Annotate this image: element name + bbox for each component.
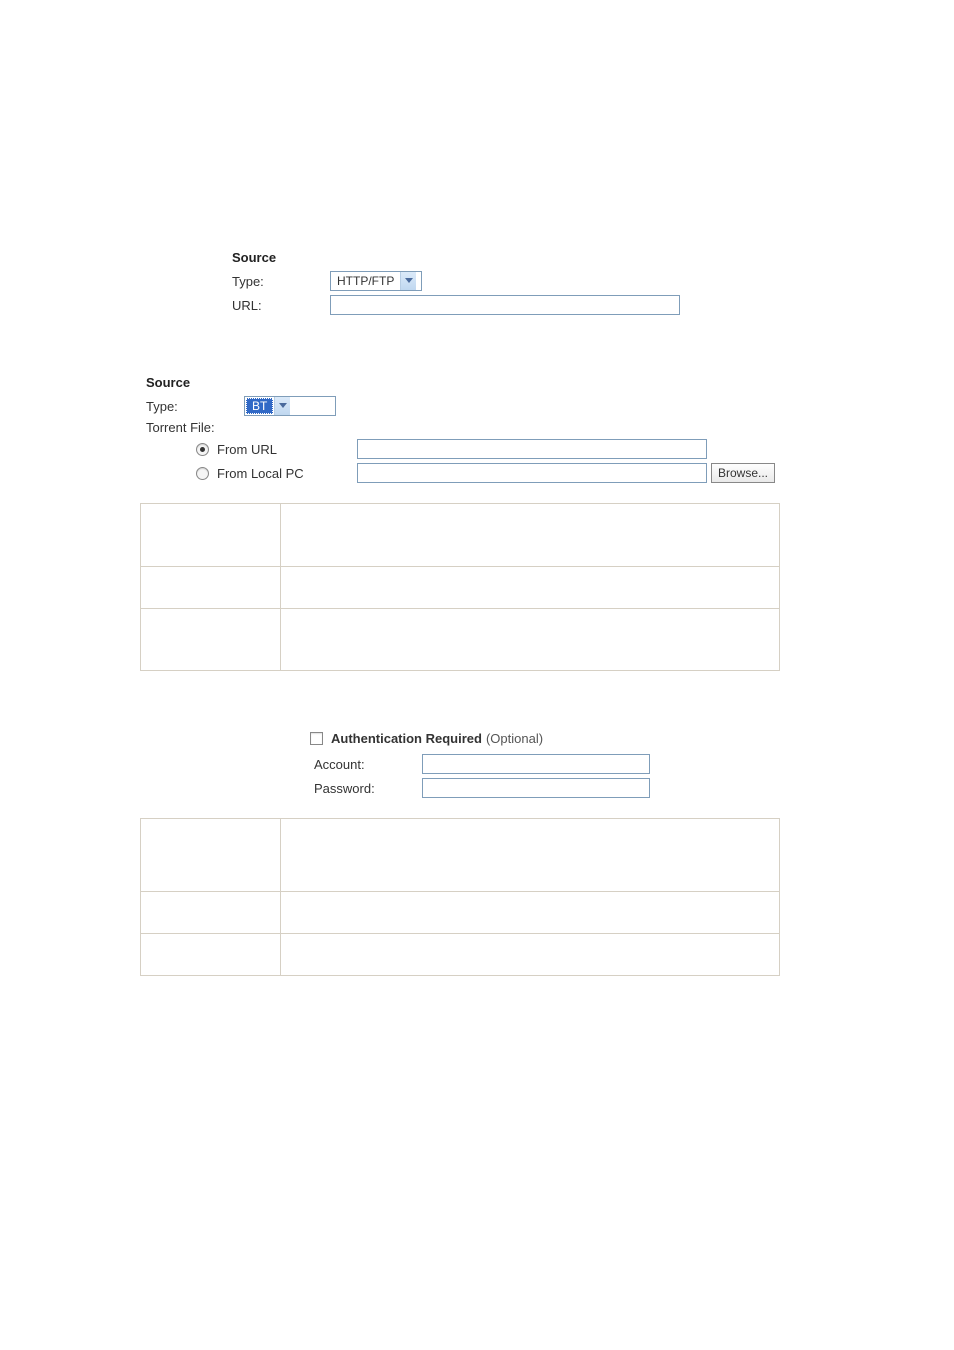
auth-section: Authentication Required (Optional) Accou… <box>310 731 814 798</box>
source-http-section: Source Type: HTTP/FTP URL: <box>232 250 814 315</box>
password-label: Password: <box>314 781 422 796</box>
auth-title-optional: (Optional) <box>486 731 543 746</box>
account-input[interactable] <box>422 754 650 774</box>
table-row <box>141 819 779 891</box>
type-select-bt[interactable]: BT <box>244 396 336 416</box>
url-label: URL: <box>232 298 330 313</box>
from-local-radio[interactable] <box>196 467 209 480</box>
from-local-row: From Local PC Browse... <box>196 463 814 483</box>
dropdown-arrow-icon <box>400 272 416 290</box>
table-row <box>141 504 779 566</box>
torrent-file-label: Torrent File: <box>146 420 814 435</box>
source-http-header: Source <box>232 250 814 265</box>
url-row: URL: <box>232 295 814 315</box>
auth-title: Authentication Required <box>331 731 482 746</box>
url-input[interactable] <box>330 295 680 315</box>
from-url-row: From URL <box>196 439 814 459</box>
account-row: Account: <box>314 754 814 774</box>
blank-table-2 <box>140 818 780 976</box>
auth-checkbox[interactable] <box>310 732 323 745</box>
blank-table-1 <box>140 503 780 671</box>
table-row <box>141 891 779 933</box>
table-row <box>141 566 779 608</box>
type-select-http[interactable]: HTTP/FTP <box>330 271 422 291</box>
browse-button[interactable]: Browse... <box>711 463 775 483</box>
page-root: Source Type: HTTP/FTP URL: Source Type: … <box>0 0 954 976</box>
from-url-input[interactable] <box>357 439 707 459</box>
account-label: Account: <box>314 757 422 772</box>
source-bt-section: Source Type: BT Torrent File: From URL F… <box>146 375 814 483</box>
type-label: Type: <box>232 274 330 289</box>
from-local-input[interactable] <box>357 463 707 483</box>
from-url-radio[interactable] <box>196 443 209 456</box>
password-row: Password: <box>314 778 814 798</box>
bt-type-label: Type: <box>146 399 244 414</box>
password-input[interactable] <box>422 778 650 798</box>
auth-header: Authentication Required (Optional) <box>310 731 814 746</box>
type-select-http-value: HTTP/FTP <box>331 272 400 290</box>
table-row <box>141 933 779 975</box>
from-local-radio-label: From Local PC <box>217 466 337 481</box>
bt-type-row: Type: BT <box>146 396 814 416</box>
dropdown-arrow-icon <box>274 397 290 415</box>
type-row: Type: HTTP/FTP <box>232 271 814 291</box>
table-row <box>141 608 779 670</box>
source-bt-header: Source <box>146 375 814 390</box>
from-url-radio-label: From URL <box>217 442 337 457</box>
type-select-bt-value: BT <box>246 398 273 414</box>
